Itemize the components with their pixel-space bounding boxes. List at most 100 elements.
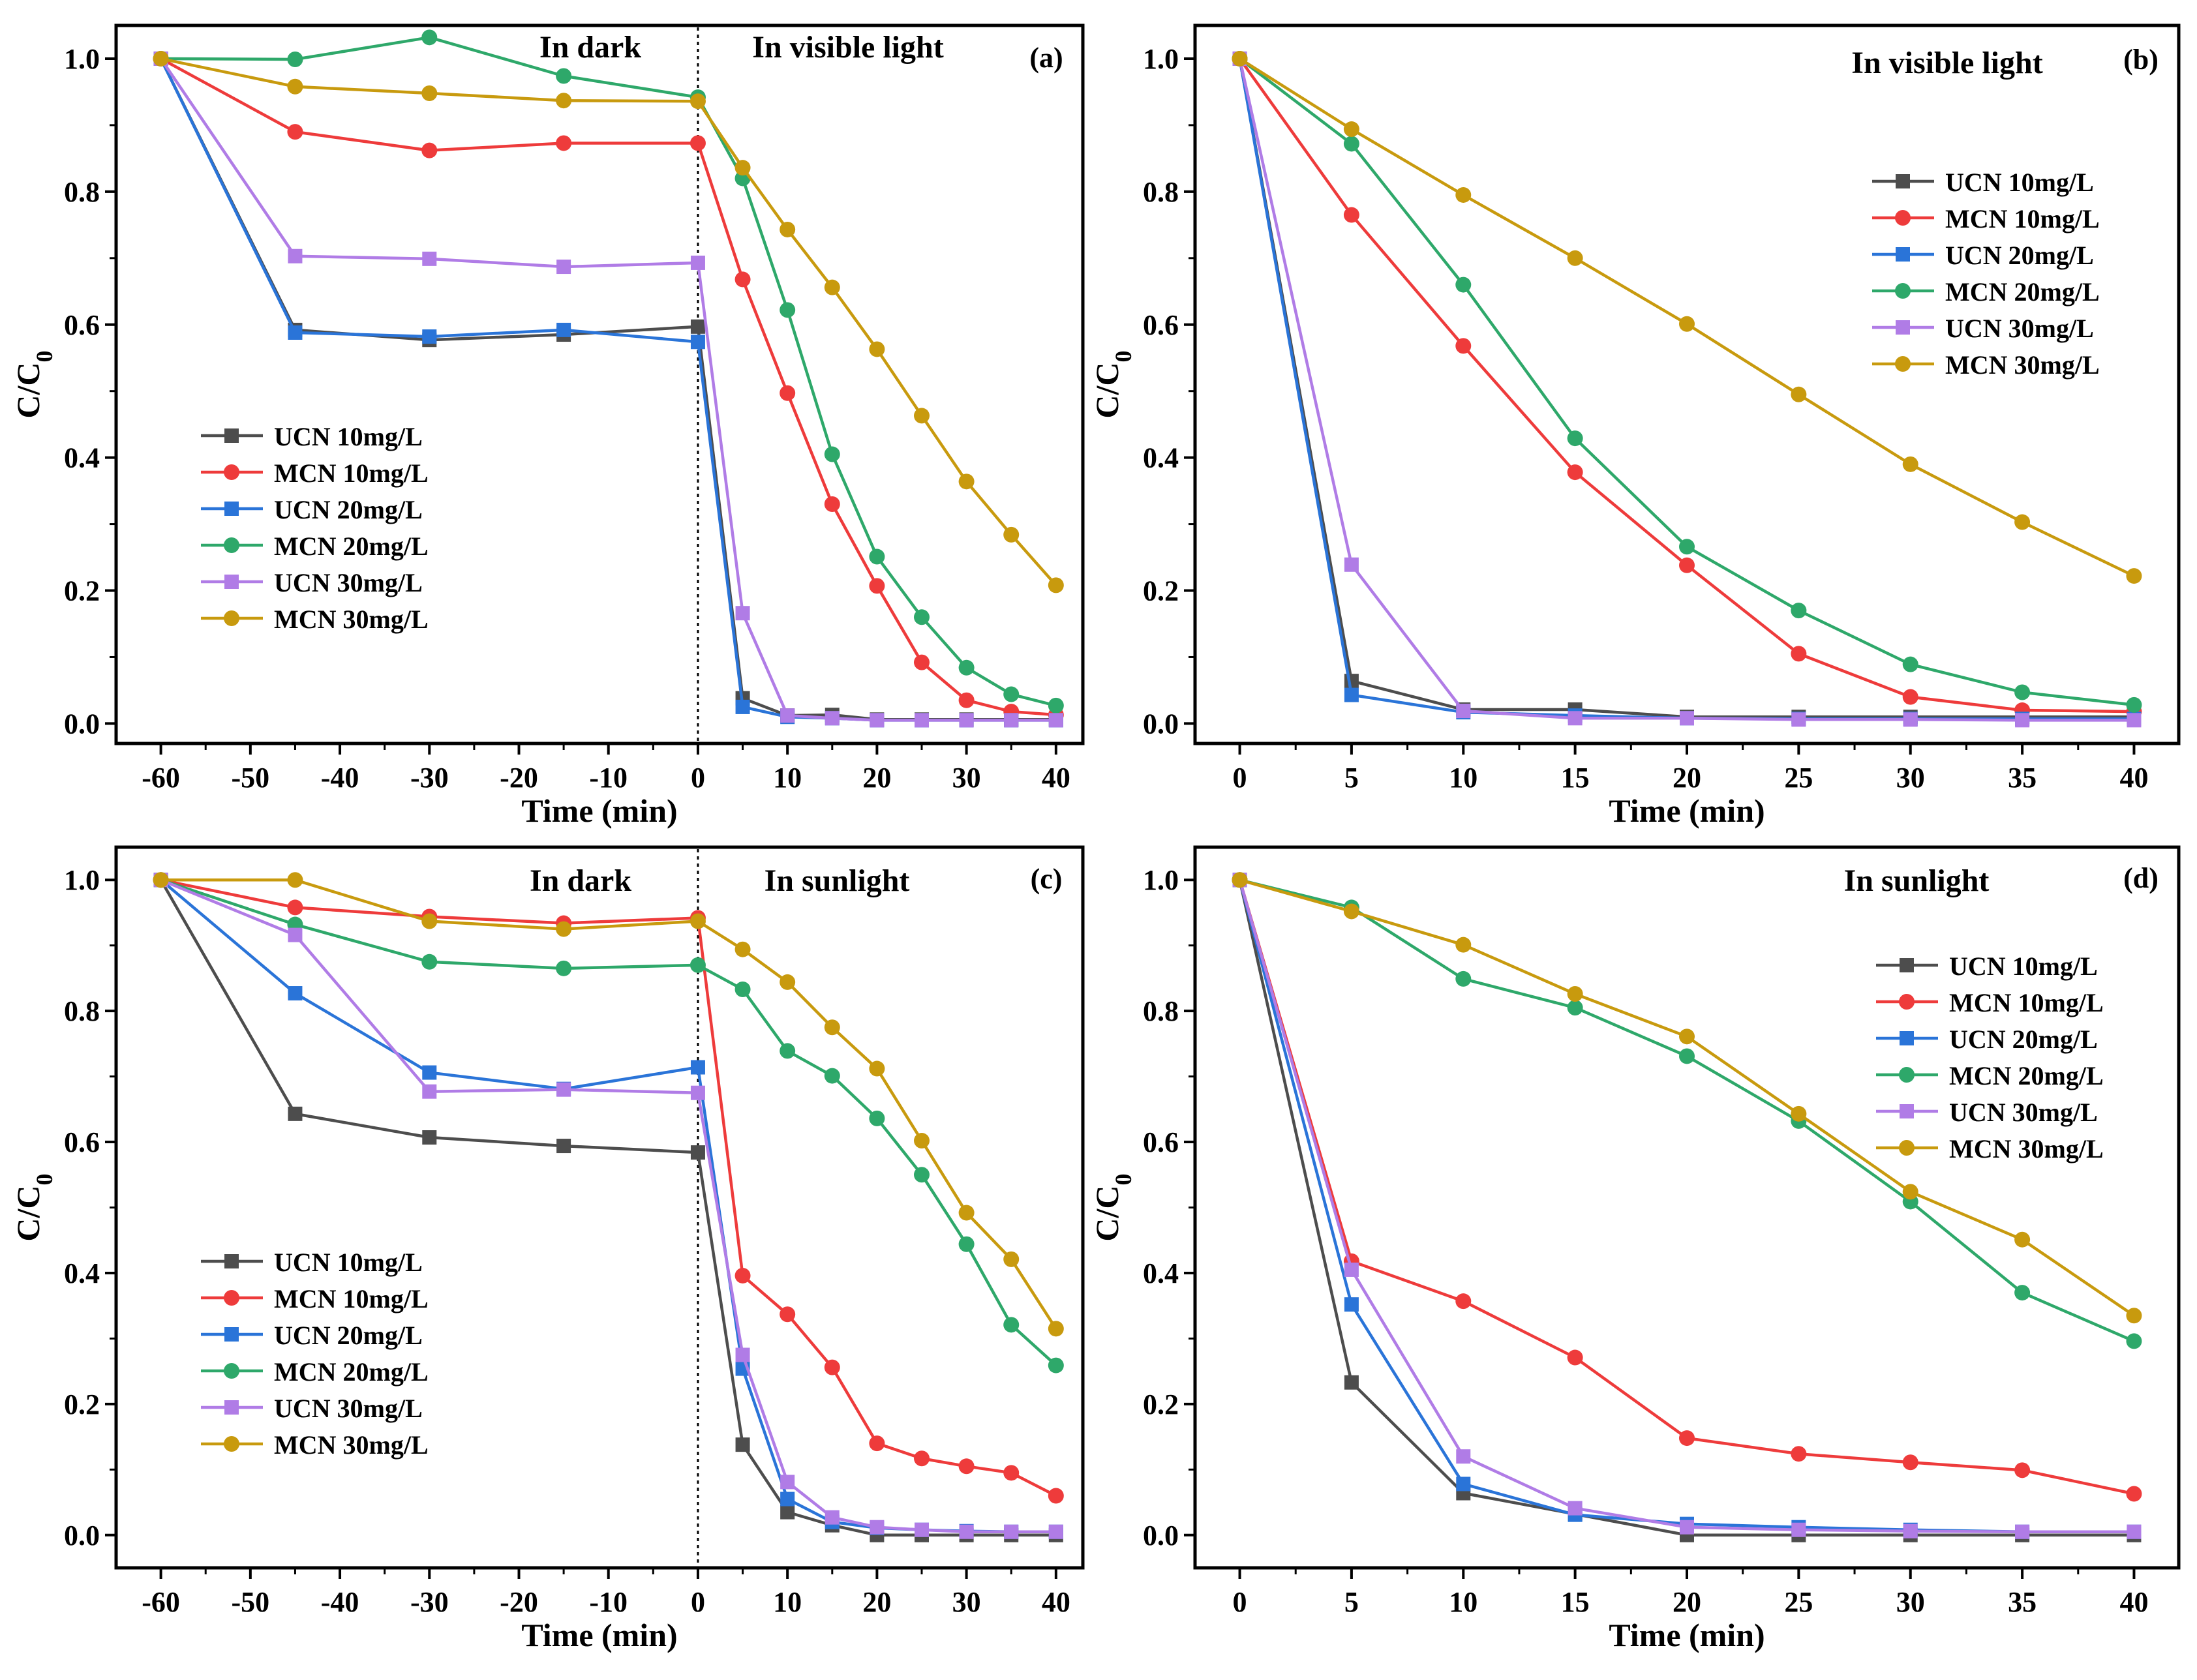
y-tick-label: 0.4 xyxy=(64,1257,100,1289)
x-tick-label: -20 xyxy=(500,1586,538,1618)
data-point xyxy=(824,1359,840,1375)
data-point xyxy=(735,1437,750,1452)
x-tick-label: -30 xyxy=(410,1586,449,1618)
data-point xyxy=(1679,1430,1695,1447)
data-point xyxy=(1003,686,1020,702)
data-point xyxy=(287,872,303,888)
data-point xyxy=(421,29,438,46)
data-point xyxy=(735,1347,750,1362)
x-tick-label: 20 xyxy=(862,762,891,794)
y-tick-label: 0.4 xyxy=(1143,1257,1179,1289)
y-axis-title-subscript: 0 xyxy=(31,1173,57,1185)
y-axis-title-subscript: 0 xyxy=(1110,350,1136,362)
data-point xyxy=(1455,970,1472,987)
data-point xyxy=(780,385,796,401)
data-point xyxy=(825,1510,840,1525)
data-point xyxy=(1791,1446,1807,1462)
panel-label: (d) xyxy=(2123,862,2159,894)
legend-label: UCN 30mg/L xyxy=(1945,314,2094,343)
y-tick-label: 0.8 xyxy=(64,176,100,208)
data-point xyxy=(1048,577,1064,593)
data-point xyxy=(1902,656,1918,672)
data-point xyxy=(869,1435,885,1452)
data-point xyxy=(1344,1375,1359,1390)
data-point xyxy=(422,1130,437,1145)
data-point xyxy=(1679,557,1695,573)
x-axis-title: Time (min) xyxy=(1609,792,1765,829)
legend-marker xyxy=(1900,958,1914,972)
data-point xyxy=(2014,1462,2031,1478)
legend-marker xyxy=(1899,1067,1915,1083)
plot-frame xyxy=(114,23,1085,745)
data-point xyxy=(2126,1486,2142,1502)
x-axis-title: Time (min) xyxy=(521,792,677,829)
data-point xyxy=(689,93,706,110)
data-point xyxy=(914,1450,930,1467)
legend-item: MCN 30mg/L xyxy=(1876,1134,2104,1163)
x-tick-label: 10 xyxy=(773,762,802,794)
legend-marker xyxy=(224,1290,239,1306)
legend-label: MCN 30mg/L xyxy=(1949,1134,2104,1163)
data-point xyxy=(780,1505,795,1520)
panel-label: (a) xyxy=(1029,42,1063,74)
x-tick-label: 10 xyxy=(1449,1586,1477,1618)
legend-label: UCN 10mg/L xyxy=(1949,952,2098,981)
data-point xyxy=(1004,713,1019,728)
data-point xyxy=(288,1106,303,1121)
legend-marker xyxy=(1896,247,1910,262)
legend-label: UCN 20mg/L xyxy=(274,495,423,524)
x-tick-label: -50 xyxy=(232,1586,270,1618)
y-tick-label: 0.2 xyxy=(1143,575,1179,607)
y-axis-title: C/C0 xyxy=(1089,1173,1136,1241)
data-point xyxy=(1004,1524,1019,1539)
data-point xyxy=(735,606,750,621)
data-point xyxy=(780,302,796,318)
data-point xyxy=(556,260,571,275)
data-point xyxy=(1232,50,1248,67)
data-point xyxy=(422,251,437,266)
data-point xyxy=(422,1065,437,1080)
x-tick-label: 30 xyxy=(1896,1586,1925,1618)
data-point xyxy=(735,1267,751,1283)
x-tick-label: -10 xyxy=(589,762,628,794)
data-point xyxy=(780,1475,795,1490)
data-point xyxy=(1456,1477,1471,1492)
legend-label: UCN 10mg/L xyxy=(274,422,423,451)
data-point xyxy=(870,713,885,728)
data-point xyxy=(287,51,303,67)
data-point xyxy=(2126,1333,2142,1349)
x-tick-label: 25 xyxy=(1784,762,1813,794)
legend: UCN 10mg/L MCN 10mg/L UCN 20mg/L MCN 20mg/L… xyxy=(1876,952,2104,1163)
data-point xyxy=(780,1043,796,1059)
legend-item: MCN 20mg/L xyxy=(1876,1061,2104,1090)
data-point xyxy=(556,1082,571,1097)
legend-marker xyxy=(1899,1140,1915,1156)
y-axis-title-main: C/C xyxy=(10,1185,46,1241)
y-tick-label: 0.2 xyxy=(64,575,100,607)
legend-label: UCN 10mg/L xyxy=(274,1248,423,1277)
x-tick-label: 20 xyxy=(1673,1586,1701,1618)
legend-item: UCN 20mg/L xyxy=(201,495,423,524)
series-ucn-20mg-l xyxy=(1232,51,2142,727)
legend-marker xyxy=(1895,210,1911,226)
y-tick-label: 1.0 xyxy=(1143,864,1179,896)
data-point xyxy=(690,319,705,334)
data-point xyxy=(1344,674,1359,689)
y-tick-label: 1.0 xyxy=(64,864,100,896)
panel-d: 0 5 10 15 20 25 30 35 40 0.0 0.2 0.4 0.6 0.8 1.0 Time (… xyxy=(1089,845,2181,1653)
legend-item: UCN 30mg/L xyxy=(1872,314,2094,343)
data-point xyxy=(2126,568,2142,584)
data-point xyxy=(958,1205,975,1221)
legend-marker xyxy=(224,1436,239,1452)
legend-marker xyxy=(1895,283,1911,299)
data-point xyxy=(735,160,751,176)
data-point xyxy=(422,1084,437,1099)
legend-item: MCN 10mg/L xyxy=(1872,204,2100,233)
legend-marker xyxy=(224,1254,239,1268)
data-point xyxy=(958,692,975,708)
data-point xyxy=(825,711,840,726)
data-point xyxy=(288,927,303,942)
data-point xyxy=(287,124,303,140)
data-point xyxy=(1791,386,1807,402)
x-tick-label: 0 xyxy=(691,1586,705,1618)
